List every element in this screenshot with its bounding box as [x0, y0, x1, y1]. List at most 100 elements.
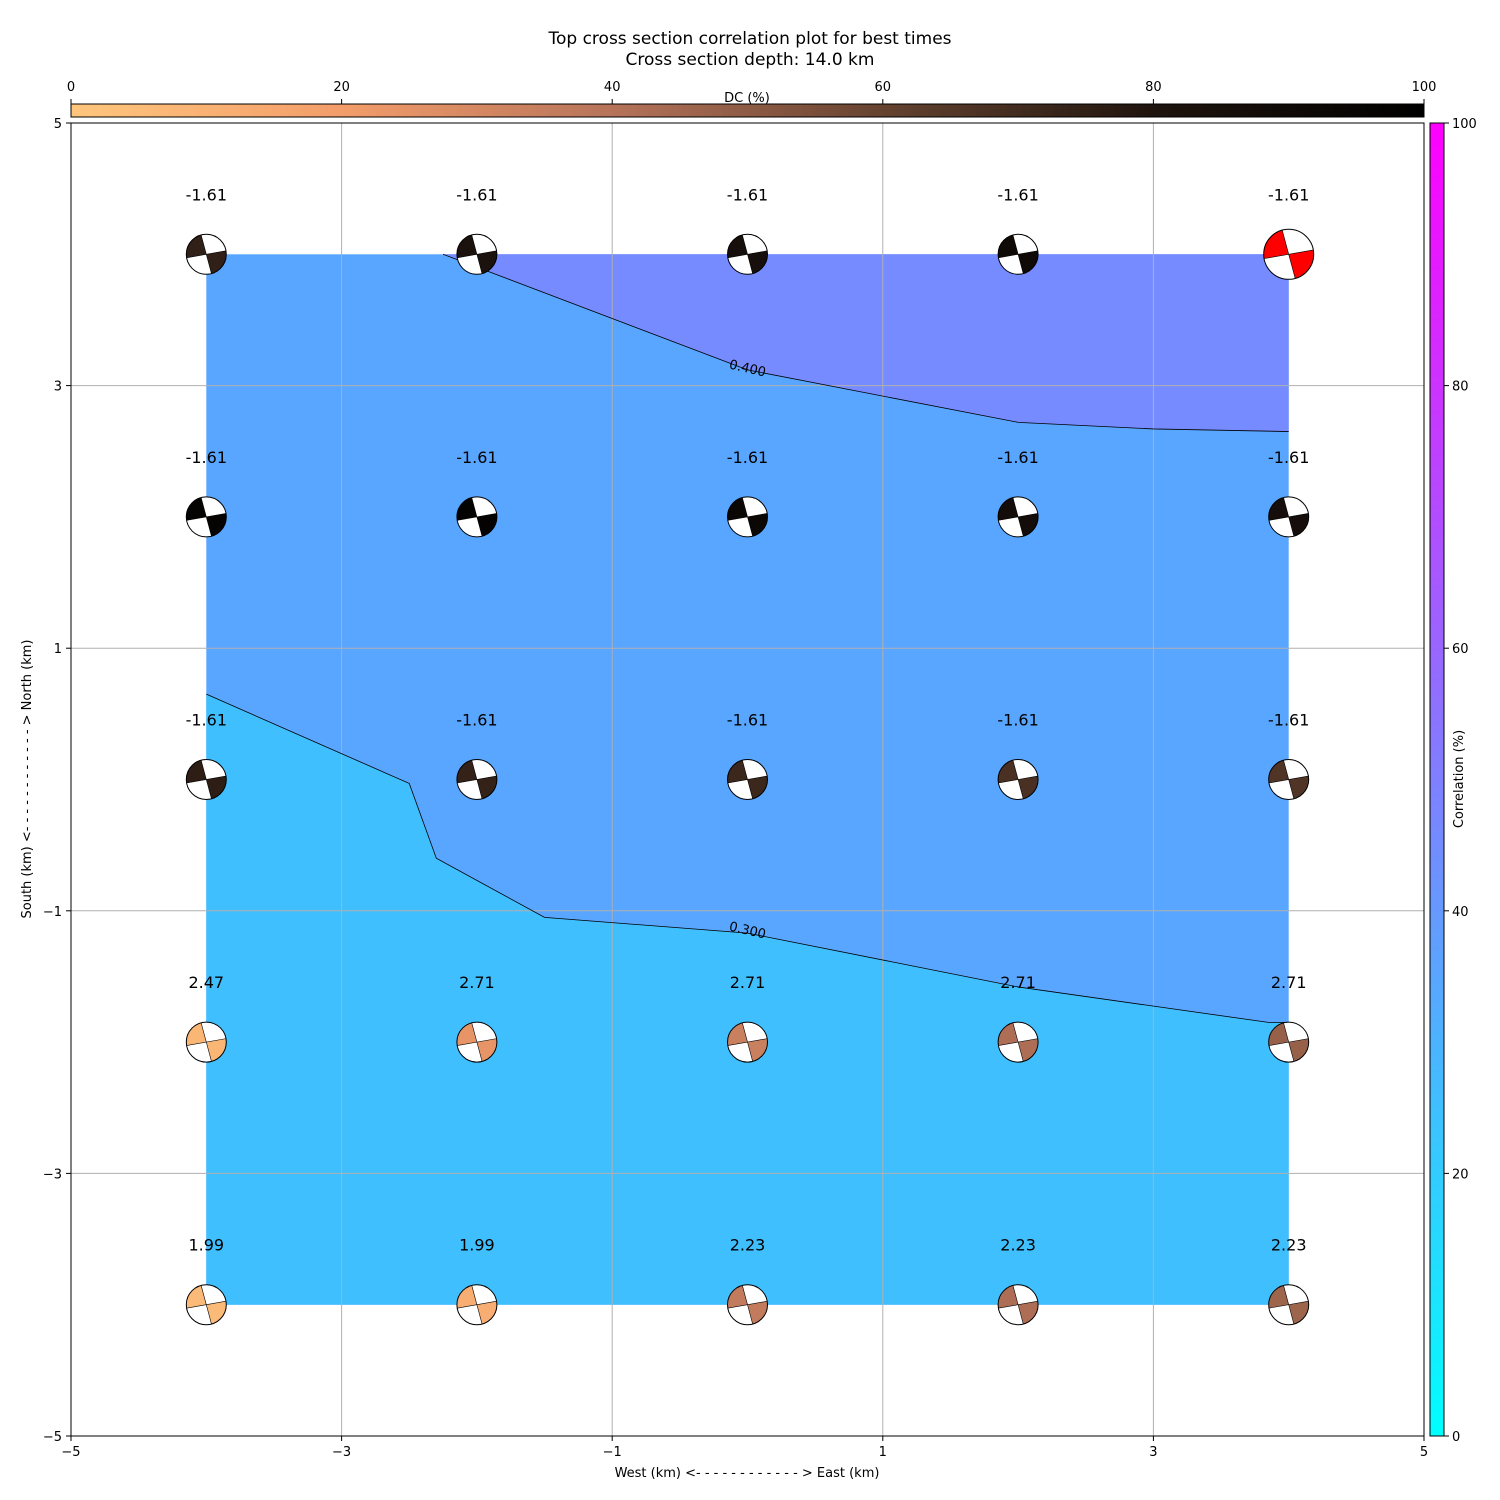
beachball-quadrant: [1288, 249, 1314, 279]
mechanism-value-label: -1.61: [456, 711, 497, 730]
beachball-mechanism: [456, 233, 498, 275]
y-tick-label: −5: [43, 1430, 62, 1445]
x-tick-label: −3: [332, 1445, 351, 1460]
beachball-nodal-plane: [471, 234, 483, 274]
mechanism-value-label: -1.61: [186, 448, 227, 467]
correlation-tick-label: 60: [1452, 642, 1469, 657]
mechanism-value-label: 2.71: [730, 973, 766, 992]
mechanism-value-label: 2.23: [1271, 1236, 1307, 1255]
y-axis-label: South (km) <- - - - - - - - - - - - > No…: [20, 639, 35, 918]
beachball-mechanism: [997, 1284, 1039, 1326]
beachball-outline: [997, 1284, 1039, 1326]
chart-title: Top cross section correlation plot for b…: [547, 29, 951, 49]
beachball-quadrant: [1288, 1038, 1309, 1062]
beachball-nodal-plane: [471, 760, 483, 799]
beachball-quadrant: [186, 497, 207, 521]
beachball-nodal-plane: [1283, 1022, 1295, 1062]
y-tick-label: −1: [43, 905, 62, 920]
beachball-quadrant: [476, 776, 497, 799]
mechanism-value-label: 2.71: [1000, 973, 1036, 992]
mechanism-value-label: -1.61: [1268, 185, 1309, 204]
beachball-quadrant: [476, 1038, 497, 1062]
beachball-quadrant: [998, 760, 1019, 783]
beachball-nodal-plane: [1012, 1022, 1024, 1062]
dc-colorbar: DC (%) 0 20 40 60 80 100: [67, 80, 1436, 118]
beachball-outline: [1268, 496, 1310, 538]
beachball-quadrant: [1018, 776, 1039, 799]
x-tick-label: 3: [1149, 1445, 1157, 1460]
mechanism-value-label: -1.61: [997, 185, 1038, 204]
beachball-quadrant: [206, 1301, 227, 1325]
beachball-mechanism: [997, 759, 1039, 800]
beachball-mechanism: [727, 1021, 768, 1063]
beachball-quadrant: [747, 513, 768, 537]
beachball-outline: [727, 1021, 768, 1063]
beachball-quadrant: [727, 760, 748, 783]
beachball-mechanism: [185, 1021, 227, 1063]
beachball-quadrant: [456, 497, 477, 521]
beachball-nodal-plane: [471, 1022, 483, 1062]
beachball-quadrant: [1288, 776, 1309, 799]
beachball-mechanism: [456, 1284, 498, 1326]
beachball-quadrant: [456, 1285, 477, 1309]
contour-line: [206, 693, 1289, 1023]
beachball-outline: [727, 496, 768, 538]
correlation-tick-label: 100: [1452, 117, 1477, 132]
beachball-quadrant: [476, 250, 497, 274]
beachball-nodal-plane: [1012, 760, 1024, 799]
beachball-outline: [727, 1284, 768, 1326]
beachball-nodal-plane: [1283, 760, 1295, 799]
beachball-nodal-plane: [200, 760, 212, 799]
beachball-quadrant: [998, 497, 1019, 521]
beachball-mechanism: [997, 233, 1039, 275]
beachball-mechanism: [997, 1021, 1039, 1063]
beachball-quadrant: [476, 1301, 497, 1325]
beachball-quadrant: [747, 1301, 768, 1325]
beachball-nodal-plane: [742, 1022, 753, 1062]
beachball-quadrant: [747, 1038, 768, 1062]
beachball-nodal-plane: [742, 760, 753, 799]
beachball-quadrant: [186, 1022, 207, 1046]
correlation-fill-low: [206, 694, 1289, 1305]
beachball-mechanism: [185, 233, 227, 275]
beachball-nodal-plane: [742, 234, 753, 274]
beachball-quadrant: [1268, 760, 1289, 783]
beachball-outline: [185, 1021, 227, 1063]
mechanism-value-label: -1.61: [456, 185, 497, 204]
beachball-outline: [456, 1021, 498, 1063]
beachball-nodal-plane: [1012, 497, 1024, 537]
beachball-outline: [456, 1284, 498, 1326]
beachball-outline: [456, 759, 498, 800]
dc-tick-label: 0: [67, 80, 75, 95]
beachball-nodal-plane: [1283, 1285, 1295, 1325]
beachball-quadrant: [186, 760, 207, 783]
beachball-quadrant: [727, 497, 748, 521]
beachball-outline: [997, 1021, 1039, 1063]
beachball-quadrant: [1263, 230, 1289, 259]
contour-line: [442, 253, 1289, 432]
beachball-outline: [185, 1284, 227, 1326]
mechanism-value-label: 1.99: [188, 1236, 224, 1255]
correlation-tick-label: 20: [1452, 1167, 1469, 1182]
correlation-fill-high: [443, 254, 1289, 432]
beachball-quadrant: [456, 760, 477, 783]
beachball-quadrant: [1268, 497, 1289, 521]
mechanism-value-label: -1.61: [727, 185, 768, 204]
beachball-mechanism: [185, 496, 227, 538]
mechanism-value-label: -1.61: [1268, 448, 1309, 467]
beachball-nodal-plane: [1012, 234, 1024, 274]
beachball-quadrant: [456, 234, 477, 258]
beachball-quadrant: [206, 1038, 227, 1062]
beachball-quadrant: [206, 513, 227, 537]
beachball-quadrant: [206, 776, 227, 799]
x-tick-label: −1: [603, 1445, 622, 1460]
mechanism-value-label: 2.47: [188, 973, 224, 992]
correlation-tick-label: 40: [1452, 905, 1469, 920]
beachball-quadrant: [727, 1022, 748, 1046]
beachball-outline: [185, 233, 227, 275]
mechanism-value-label: -1.61: [997, 711, 1038, 730]
y-tick-label: 3: [54, 380, 62, 395]
beachball-outline: [727, 759, 768, 800]
x-tick-label: 5: [1420, 1445, 1428, 1460]
